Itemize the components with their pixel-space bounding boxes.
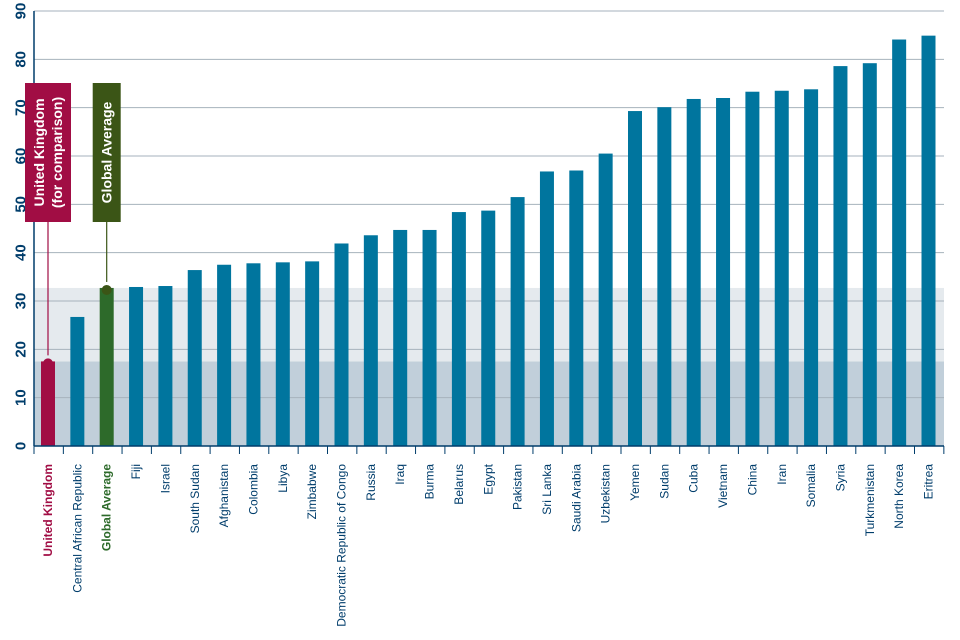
x-tick-label: Afghanistan <box>217 464 231 527</box>
bar-global-average <box>99 287 114 446</box>
bar-north-korea <box>892 39 907 447</box>
callout-box-global-average <box>92 83 121 222</box>
bar-libya <box>275 262 290 446</box>
bar-somalia <box>804 89 819 447</box>
x-tick-label: Central African Republic <box>70 464 84 593</box>
bar-vietnam <box>716 98 731 446</box>
bar-colombia <box>246 263 261 446</box>
y-tick-label: 90 <box>13 3 30 20</box>
x-tick-label: Syria <box>833 464 847 492</box>
x-tick-label: Eritrea <box>922 464 936 500</box>
x-tick-label: Sri Lanka <box>540 464 554 515</box>
bar-cuba <box>686 98 701 446</box>
bar-south-sudan <box>187 270 202 446</box>
x-tick-label: Cuba <box>687 464 701 493</box>
bar-turkmenistan <box>862 63 877 446</box>
x-tick-label: Fiji <box>129 464 143 479</box>
callout-label-global-average: Global Average <box>99 101 115 203</box>
x-tick-label: Turkmenistan <box>863 464 877 536</box>
bar-iran <box>774 90 789 446</box>
bars <box>41 35 936 447</box>
x-tick-label: Yemen <box>628 464 642 501</box>
x-tick-label: Sudan <box>657 464 671 499</box>
x-tick-label: Colombia <box>246 464 260 515</box>
y-tick-label: 30 <box>13 293 30 310</box>
x-tick-label: North Korea <box>892 464 906 529</box>
x-tick-label: Democratic Republic of Congo <box>335 464 349 627</box>
bar-fiji <box>129 286 144 446</box>
x-tick-label: Global Average <box>100 464 114 551</box>
bar-china <box>745 91 760 446</box>
bar-iraq <box>393 229 408 446</box>
bar-israel <box>158 286 173 446</box>
x-tick-label: Belarus <box>452 464 466 505</box>
bar-pakistan <box>510 197 525 446</box>
x-tick-label: Egypt <box>481 463 495 494</box>
callouts: United Kingdom (for comparison) Global Ave… <box>25 83 121 369</box>
x-tick-label: Vietnam <box>716 464 730 508</box>
x-tick-labels: United Kingdom Central African Republic Gl… <box>41 463 936 626</box>
bar-burma <box>422 229 437 446</box>
bar-united-kingdom <box>41 361 55 446</box>
x-tick-label: South Sudan <box>188 464 202 533</box>
bar-yemen <box>628 111 642 447</box>
bar-zimbabwe <box>305 261 320 446</box>
y-tick-label: 40 <box>13 244 30 261</box>
callout-dot-global-average <box>101 284 112 295</box>
bar-sudan <box>657 107 672 446</box>
bar-uzbekistan <box>598 153 613 447</box>
x-tick-label: Libya <box>276 464 290 493</box>
bar-saudi-arabia <box>569 170 584 446</box>
bar-belarus <box>451 212 466 446</box>
callout-box-united-kingdom <box>25 83 71 222</box>
bar-afghanistan <box>217 264 232 446</box>
y-tick-label: 0 <box>13 442 30 450</box>
x-tick-label: United Kingdom <box>41 464 55 557</box>
x-tick-label: Russia <box>364 464 378 501</box>
callout-dot-united-kingdom <box>43 358 53 369</box>
x-tick-label: Iran <box>775 464 789 485</box>
x-tick-label: China <box>745 464 759 496</box>
bar-central-african-republic <box>70 316 85 446</box>
y-tick-label: 10 <box>13 389 30 406</box>
x-tick-label: Pakistan <box>511 464 525 510</box>
x-tick-label: Burma <box>423 464 437 500</box>
callout-label-united-kingdom: United Kingdom <box>31 98 47 206</box>
x-tick-label: Somalia <box>804 464 818 508</box>
y-tick-label: 80 <box>13 51 30 68</box>
bar-russia <box>363 235 378 446</box>
bar-syria <box>833 66 848 446</box>
y-tick-label: 20 <box>13 341 30 358</box>
x-tick-label: Zimbabwe <box>305 464 319 520</box>
x-tick-label: Israel <box>158 464 172 493</box>
bar-eritrea <box>921 35 936 447</box>
x-tick-label: Uzbekistan <box>599 464 613 523</box>
x-tick-label: Iraq <box>393 464 407 485</box>
bar-egypt <box>481 210 496 446</box>
x-tick-label: Saudi Arabia <box>569 464 583 532</box>
bar-sri-lanka <box>539 171 554 446</box>
bar-democratic-republic-of-congo <box>334 243 349 446</box>
callout-label-united-kingdom: (for comparison) <box>49 97 65 208</box>
